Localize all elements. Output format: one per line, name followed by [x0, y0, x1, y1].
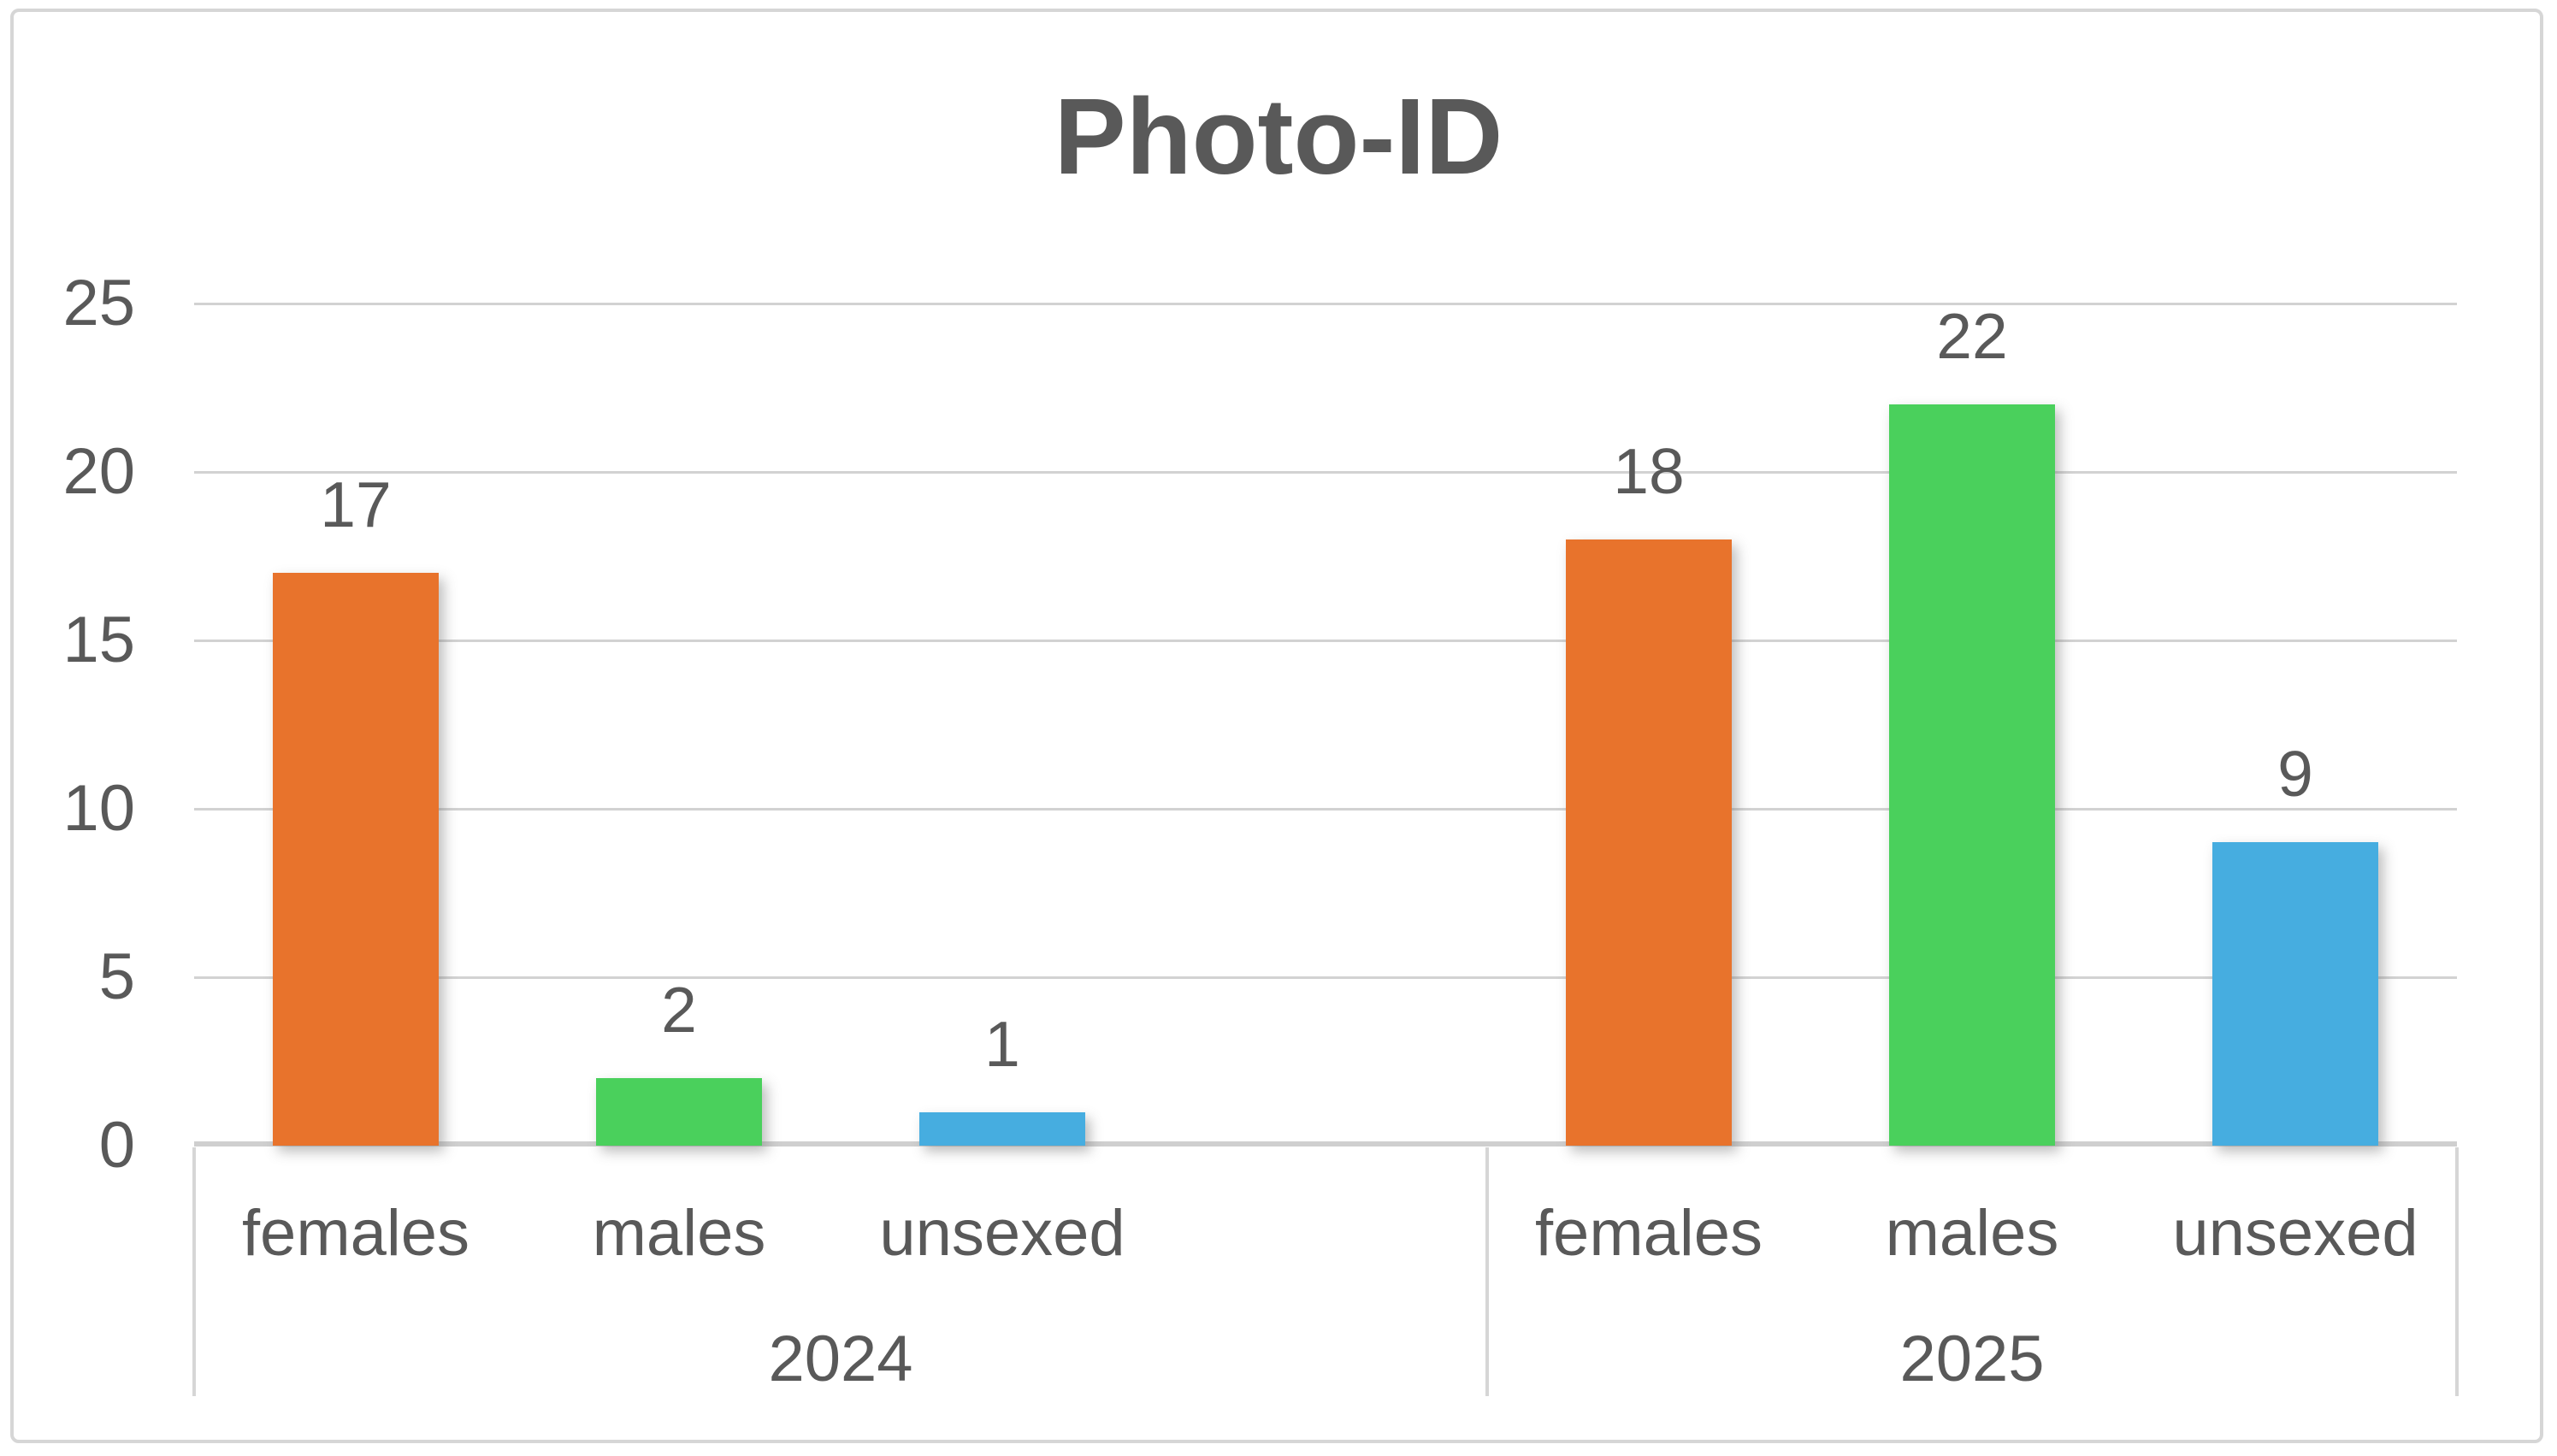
- bar-unsexed-2025: [2212, 842, 2378, 1146]
- bar-value-label-unsexed-2024: 1: [984, 1007, 1020, 1080]
- category-label-unsexed-2025: unsexed: [2172, 1197, 2418, 1270]
- category-axis-divider: [1485, 1147, 1489, 1396]
- bar-value-label-males-2024: 2: [661, 974, 697, 1046]
- y-tick-label: 25: [62, 267, 135, 339]
- bar-value-label-unsexed-2025: 9: [2277, 738, 2313, 811]
- bar-value-label-females-2024: 17: [320, 469, 392, 541]
- group-label-2025: 2025: [1899, 1323, 2045, 1395]
- gridline: [194, 470, 2457, 474]
- category-axis: females males unsexed females males unsexed 20…: [192, 1146, 2459, 1398]
- bar-females-2024: [273, 573, 439, 1146]
- category-label-unsexed-2024: unsexed: [879, 1197, 1125, 1270]
- y-tick-label: 10: [62, 772, 135, 845]
- bar-value-label-females-2025: 18: [1613, 434, 1685, 507]
- bar-females-2025: [1566, 539, 1732, 1146]
- chart-title: Photo-ID: [1054, 76, 1503, 197]
- y-tick-label: 15: [62, 604, 135, 676]
- category-label-females-2025: females: [1534, 1197, 1763, 1270]
- category-label-females-2024: females: [241, 1197, 470, 1270]
- plot-area: 17 2 1 18 22 9: [194, 300, 2457, 1147]
- gridline: [194, 639, 2457, 642]
- y-tick-label: 20: [62, 435, 135, 508]
- gridline: [194, 302, 2457, 305]
- bar-value-label-males-2025: 22: [1936, 300, 2008, 373]
- bar-unsexed-2024: [919, 1111, 1085, 1146]
- category-label-males-2025: males: [1885, 1197, 2059, 1270]
- category-axis-divider: [2455, 1147, 2459, 1396]
- category-axis-divider: [192, 1147, 196, 1396]
- bar-males-2024: [596, 1078, 762, 1146]
- gridline: [194, 976, 2457, 979]
- bar-males-2025: [1889, 404, 2055, 1146]
- gridline: [194, 807, 2457, 811]
- y-tick-label: 5: [98, 940, 135, 1013]
- y-tick-label: 0: [98, 1109, 135, 1182]
- category-label-males-2024: males: [592, 1197, 766, 1270]
- x-axis-line: [194, 1141, 2457, 1147]
- group-label-2024: 2024: [768, 1323, 913, 1395]
